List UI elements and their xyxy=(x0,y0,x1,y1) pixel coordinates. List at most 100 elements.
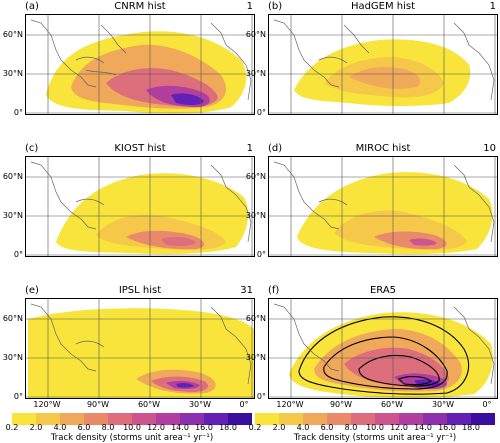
lon-label-90w: 90°W xyxy=(329,400,353,409)
density-contours xyxy=(56,173,249,255)
observed-contour-core xyxy=(398,376,432,386)
panel-count: 1 xyxy=(489,1,496,12)
panel-kiost: (c) KIOST hist 1 xyxy=(25,142,255,257)
map-svg xyxy=(26,299,254,398)
lat-label-60n: 60°N xyxy=(245,314,266,323)
colorbar-swatch xyxy=(108,413,132,425)
map-svg xyxy=(269,299,497,398)
gridlines xyxy=(26,157,254,256)
colorbar-swatch xyxy=(303,413,327,425)
colorbar-tick: 16.0 xyxy=(438,423,456,432)
panel-header: (d) MIROC hist 10 xyxy=(268,142,498,156)
colorbar-swatch xyxy=(447,413,471,425)
lon-label-30w: 30°W xyxy=(431,400,455,409)
lon-label-60w: 60°W xyxy=(380,400,404,409)
lon-label-0: 0° xyxy=(239,400,249,409)
colorbar-swatch xyxy=(84,413,108,425)
panel-header: (c) KIOST hist 1 xyxy=(25,142,255,156)
panel-title: HadGEM hist xyxy=(350,1,416,12)
panel-count: 1 xyxy=(246,1,253,12)
lat-label-0: 0° xyxy=(256,108,266,117)
colorbar-label: Track density (storms unit area⁻¹ yr⁻¹) xyxy=(50,433,214,443)
colorbar-tick: 4.0 xyxy=(296,423,310,432)
panel-letter: (c) xyxy=(25,143,39,154)
lon-label-120w: 120°W xyxy=(33,400,61,409)
colorbar-swatch xyxy=(180,413,204,425)
colorbar-tick: 12.0 xyxy=(390,423,408,432)
panel-header: (e) IPSL hist 31 xyxy=(25,284,255,298)
colorbar-tick: 18.0 xyxy=(462,423,480,432)
density-map xyxy=(25,14,255,115)
panel-header: (a) CNRM hist 1 xyxy=(25,0,255,14)
lat-label-0: 0° xyxy=(256,250,266,259)
colorbar-tick: 0.2 xyxy=(248,423,262,432)
density-level-3 xyxy=(349,67,421,89)
colorbar-swatch xyxy=(423,413,447,425)
coastlines xyxy=(30,161,252,243)
lat-label-30n: 30°N xyxy=(2,353,23,362)
density-level-9 xyxy=(176,382,194,388)
colorbar-swatches xyxy=(255,413,500,425)
density-map xyxy=(25,298,255,399)
gridlines xyxy=(26,299,254,398)
panel-count: 1 xyxy=(246,143,253,154)
lon-label-30w: 30°W xyxy=(188,400,212,409)
panel-letter: (a) xyxy=(25,1,39,12)
panel-title: IPSL hist xyxy=(118,285,162,296)
panel-count: 31 xyxy=(240,285,253,296)
panel-ipsl: (e) IPSL hist 31 xyxy=(25,284,255,399)
lat-label-60n: 60°N xyxy=(2,30,23,39)
lat-label-0: 0° xyxy=(13,250,23,259)
panel-header: (f) ERA5 xyxy=(268,284,498,298)
colorbar-tick: 10.0 xyxy=(123,423,141,432)
lat-label-0: 0° xyxy=(13,392,23,401)
gridlines xyxy=(269,157,497,256)
colorbar-swatch xyxy=(36,413,60,425)
colorbar-swatch xyxy=(351,413,375,425)
colorbar-swatch xyxy=(204,413,228,425)
lat-label-60n: 60°N xyxy=(245,172,266,181)
density-level-5 xyxy=(161,236,196,246)
density-level-9 xyxy=(171,93,204,106)
density-contours xyxy=(294,39,471,106)
observed-contour-middle xyxy=(323,336,448,390)
panel-miroc: (d) MIROC hist 10 xyxy=(268,142,498,257)
panel-era5: (f) ERA5 xyxy=(268,284,498,399)
colorbar-swatch xyxy=(255,413,279,425)
panel-letter: (d) xyxy=(268,143,283,154)
colorbar-swatch xyxy=(60,413,84,425)
map-svg xyxy=(26,15,254,114)
lat-label-0: 0° xyxy=(256,392,266,401)
panel-hadgem: (b) HadGEM hist 1 xyxy=(268,0,498,115)
colorbar-tick: 2.0 xyxy=(29,423,43,432)
lat-label-30n: 30°N xyxy=(245,353,266,362)
density-map xyxy=(25,156,255,257)
lat-label-30n: 30°N xyxy=(2,211,23,220)
gridlines xyxy=(26,15,254,114)
coastlines xyxy=(30,303,252,385)
colorbar-tick: 6.0 xyxy=(320,423,334,432)
panel-title: ERA5 xyxy=(369,285,397,296)
panel-letter: (e) xyxy=(25,285,39,296)
colorbar-swatch xyxy=(471,413,495,425)
map-svg xyxy=(269,157,497,256)
lon-label-0: 0° xyxy=(482,400,492,409)
density-contours xyxy=(46,31,247,114)
colorbar-tick: 14.0 xyxy=(414,423,432,432)
colorbar-tick: 8.0 xyxy=(101,423,115,432)
lon-label-90w: 90°W xyxy=(86,400,110,409)
density-map xyxy=(268,156,498,257)
panel-title: MIROC hist xyxy=(355,143,411,154)
lat-label-60n: 60°N xyxy=(2,314,23,323)
colorbar-ticks: 0.2 2.0 4.0 6.0 8.0 10.0 12.0 14.0 16.0 … xyxy=(249,423,495,433)
colorbar-label: Track density (storms unit area⁻¹ yr⁻¹) xyxy=(293,433,457,443)
colorbar-swatch xyxy=(279,413,303,425)
colorbar-tick: 18.0 xyxy=(219,423,237,432)
colorbar-tick: 14.0 xyxy=(171,423,189,432)
coastlines xyxy=(273,303,495,385)
colorbar-swatch xyxy=(132,413,156,425)
density-map xyxy=(268,14,498,115)
density-contours xyxy=(28,308,254,398)
lon-label-120w: 120°W xyxy=(276,400,304,409)
coastlines xyxy=(30,19,252,101)
